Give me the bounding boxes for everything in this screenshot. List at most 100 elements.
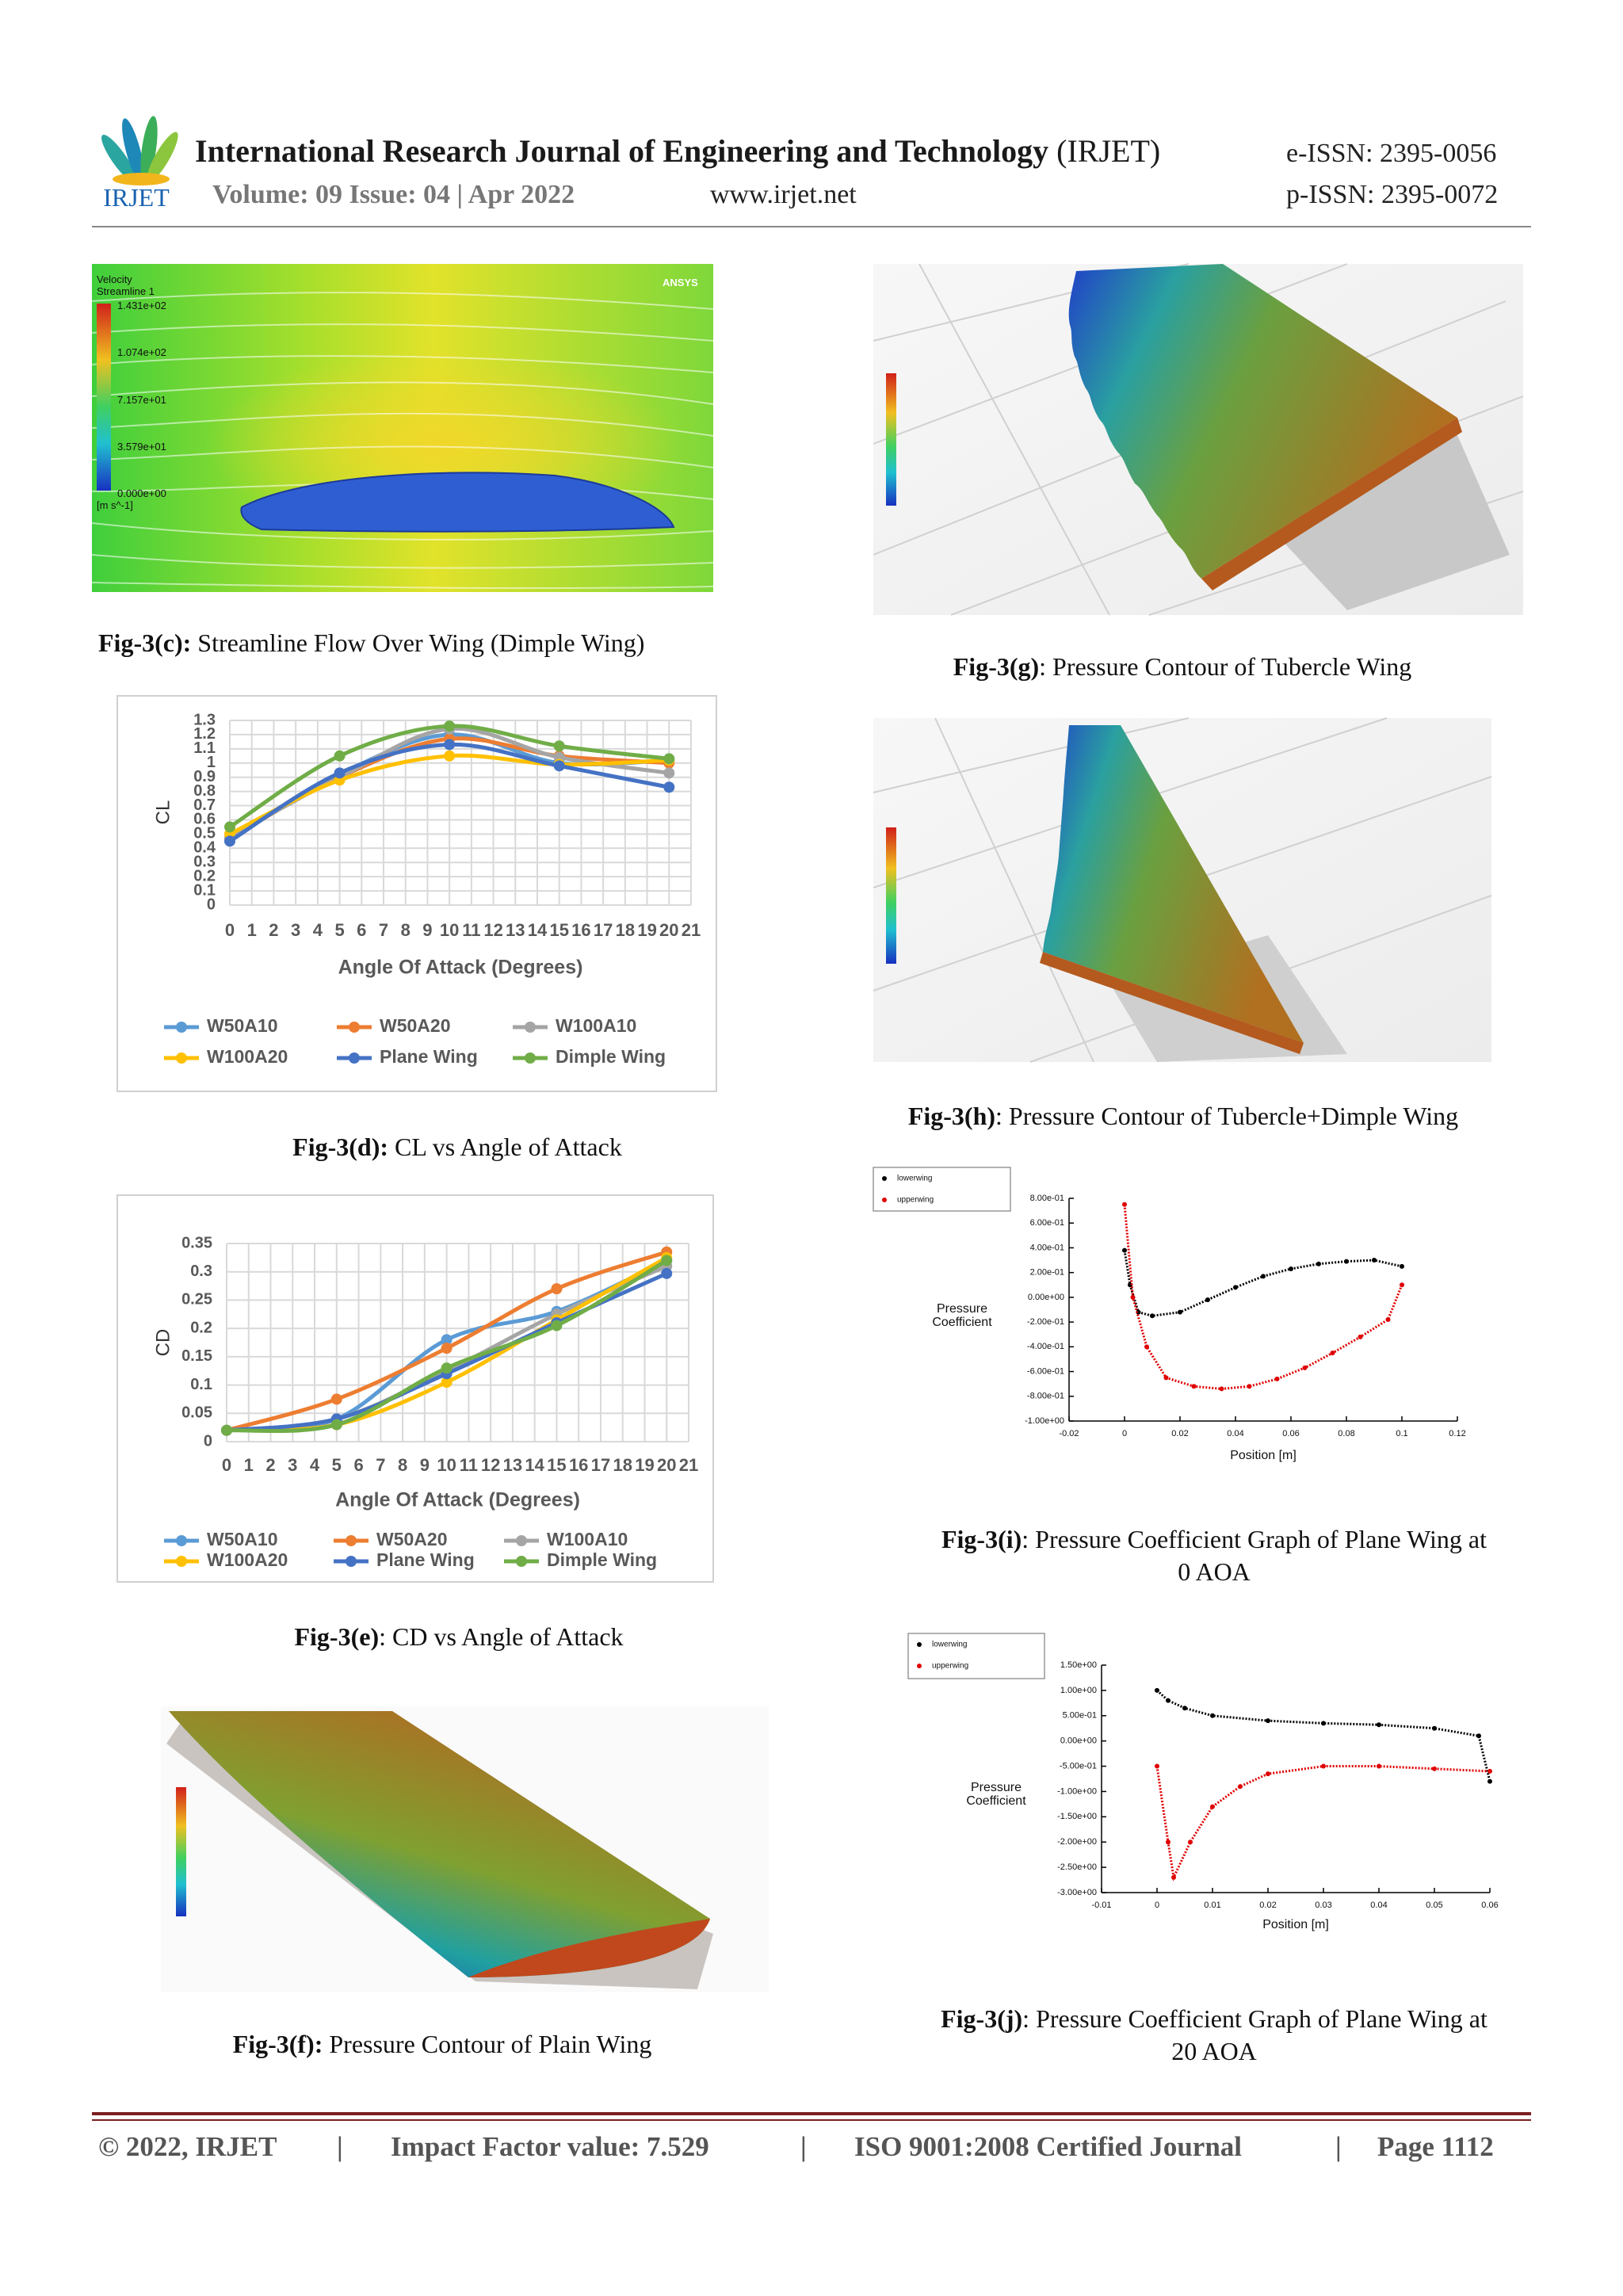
legend-label: lowerwing [932, 1641, 967, 1649]
x-tick-label: 21 [682, 920, 701, 940]
caption-text: : Pressure Contour of Tubercle+Dimple Wi… [995, 1102, 1458, 1130]
brand: ANSYS [663, 277, 698, 288]
data-point [1166, 1698, 1170, 1703]
caption: Fig-3(e): CD vs Angle of Attack [294, 1622, 623, 1651]
legend-marker [516, 1535, 527, 1546]
y-tick-label: 0.3 [193, 854, 216, 871]
figure-image [873, 717, 1492, 1063]
data-point [441, 1362, 453, 1374]
data-point [444, 720, 456, 732]
data-point [330, 1419, 342, 1431]
y-tick-label: 0.2 [193, 867, 216, 884]
caption-text: Streamline Flow Over Wing (Dimple Wing) [197, 628, 644, 657]
x-tick-label: 0 [1155, 1901, 1159, 1910]
y-tick-label: -2.00e+00 [1057, 1837, 1097, 1847]
x-tick-label: 15 [549, 920, 568, 940]
data-point [224, 835, 235, 847]
data-point [1476, 1733, 1481, 1739]
data-point [444, 739, 456, 751]
y-tick-label: -1.50e+00 [1057, 1812, 1097, 1821]
data-point [1150, 1313, 1155, 1319]
data-point [551, 1320, 563, 1331]
journal-name: International Research Journal of Engine… [195, 133, 1048, 169]
x-tick-label: 4 [310, 1455, 320, 1475]
y-tick-label: 0.2 [190, 1319, 212, 1336]
data-point [1321, 1721, 1326, 1726]
y-tick-label: 0.6 [193, 811, 216, 828]
x-tick-label: 9 [422, 920, 432, 940]
data-point [1289, 1266, 1293, 1271]
x-tick-label: 0.12 [1449, 1429, 1465, 1438]
chart: 8.00e-01 6.00e-01 4.00e-01 2.00e-01 0.00e+00… [873, 1167, 1466, 1462]
x-tick-label: 21 [679, 1455, 698, 1475]
data-point [663, 767, 675, 779]
data-point [1182, 1706, 1187, 1711]
data-point [1238, 1784, 1243, 1790]
y-tick-label: 8.00e-01 [1030, 1194, 1064, 1203]
legend-label: W100A20 [207, 1549, 288, 1570]
caption-label: Fig-3(f): [233, 2030, 323, 2058]
data-point [1171, 1874, 1176, 1880]
figure-image [873, 263, 1524, 616]
x-tick-label: 0.06 [1282, 1429, 1299, 1438]
x-tick-label: 4 [313, 920, 323, 940]
volume: Volume: 09 Issue: 04 | Apr 2022 [212, 180, 575, 209]
p-issn: p-ISSN: 2395-0072 [1286, 180, 1498, 209]
caption-text: CL vs Angle of Attack [395, 1133, 622, 1161]
data-point [551, 1283, 563, 1295]
legend-label: Dimple Wing [547, 1549, 657, 1570]
data-point [1122, 1201, 1127, 1207]
x-tick-label: 7 [376, 1455, 385, 1475]
e-issn: e-ISSN: 2395-0056 [1286, 139, 1496, 168]
y-tick-label: 5.00e-01 [1063, 1711, 1097, 1721]
caption-label: Fig-3(h) [908, 1102, 995, 1130]
x-tick-label: 1 [247, 920, 257, 940]
colorbar-unit: [m s^-1] [97, 499, 133, 511]
data-point [1122, 1247, 1127, 1253]
footer-separator: | [337, 2131, 343, 2162]
x-tick-label: 0.02 [1171, 1429, 1188, 1438]
data-point [553, 760, 565, 772]
x-tick-label: 0.08 [1338, 1429, 1354, 1438]
x-axis-label: Position [m] [1230, 1449, 1296, 1462]
data-point [1155, 1763, 1159, 1769]
x-tick-label: 19 [635, 1455, 654, 1475]
x-tick-label: 11 [460, 1455, 478, 1475]
data-point [334, 750, 346, 762]
legend-label: Plane Wing [380, 1046, 478, 1067]
legend-label: W50A20 [380, 1015, 450, 1036]
data-point [1316, 1261, 1321, 1266]
legend-label: Dimple Wing [556, 1046, 666, 1067]
caption-label: Fig-3(c): [98, 628, 191, 657]
data-point [1377, 1763, 1381, 1769]
x-tick-label: 15 [547, 1455, 566, 1475]
x-tick-label: 17 [591, 1455, 610, 1475]
y-tick-label: 0.25 [181, 1291, 212, 1308]
legend-label: W100A20 [207, 1046, 288, 1067]
x-tick-label: 2 [269, 920, 278, 940]
data-point [1210, 1804, 1215, 1809]
logo-text: IRJET [103, 183, 170, 212]
y-tick-label: 1.00e+00 [1060, 1686, 1097, 1695]
caption-text: : Pressure Contour of Tubercle Wing [1039, 652, 1411, 681]
legend-marker [882, 1198, 887, 1202]
x-tick-label: 11 [462, 920, 480, 940]
data-point [1191, 1384, 1197, 1389]
data-point [553, 740, 565, 752]
caption-text: 20 AOA [1171, 2037, 1257, 2065]
legend-box [873, 1167, 1011, 1212]
x-tick-label: 0 [222, 1455, 231, 1475]
data-point [1266, 1771, 1270, 1777]
caption: Fig-3(i): Pressure Coefficient Graph of … [941, 1525, 1487, 1553]
x-tick-label: 14 [528, 920, 548, 940]
image-subtitle: Streamline 1 [97, 285, 155, 297]
x-tick-label: 8 [398, 1455, 407, 1475]
image-title: Velocity [97, 273, 132, 285]
y-tick-label: 1.3 [193, 711, 216, 728]
data-point [1432, 1766, 1437, 1771]
x-axis-label: Angle Of Attack (Degrees) [338, 957, 583, 979]
y-tick-label: 0.00e+00 [1028, 1293, 1064, 1302]
data-point [661, 1255, 673, 1266]
y-tick-label: 0.4 [193, 839, 216, 857]
y-axis-label: Pressure [937, 1302, 987, 1316]
